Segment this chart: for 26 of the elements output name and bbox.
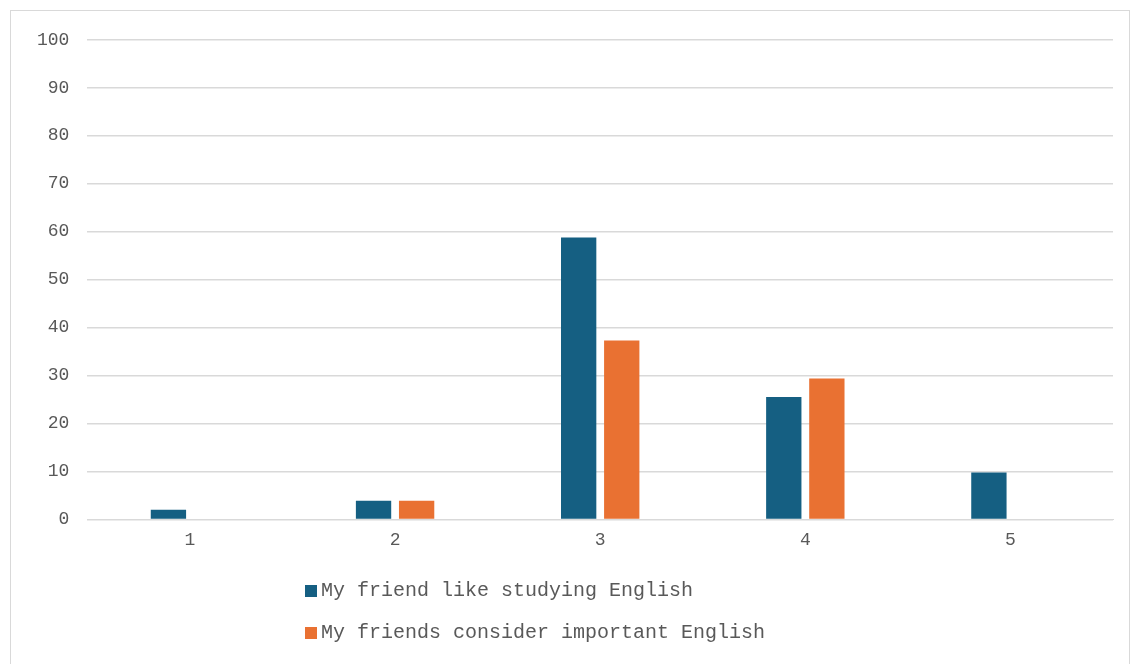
legend-label: My friend like studying English: [321, 579, 694, 602]
bar: [150, 509, 187, 519]
bar: [809, 378, 845, 519]
x-tick-label: 5: [1005, 529, 1016, 550]
y-tick-label: 30: [47, 365, 70, 386]
y-tick-label: 60: [47, 221, 70, 242]
y-tick-label: 0: [58, 509, 70, 530]
y-tick-label: 80: [47, 125, 70, 146]
bar: [766, 397, 802, 519]
y-tick-label: 40: [47, 317, 70, 338]
y-tick-label: 100: [37, 29, 70, 50]
bar: [971, 472, 1007, 519]
x-tick-label: 3: [594, 529, 606, 550]
y-tick-label: 90: [47, 77, 70, 98]
x-tick-label: 4: [799, 529, 811, 550]
bar: [561, 237, 597, 519]
legend-label: My friends consider important English: [321, 621, 766, 644]
y-tick-label: 50: [47, 269, 70, 290]
y-tick-label: 20: [47, 413, 70, 434]
bar: [398, 500, 435, 519]
x-tick-label: 2: [389, 529, 401, 550]
y-tick-label: 10: [47, 461, 70, 482]
y-tick-label: 70: [47, 173, 70, 194]
x-tick-label: 1: [184, 529, 196, 550]
bar: [355, 500, 392, 519]
bar: [604, 340, 640, 519]
